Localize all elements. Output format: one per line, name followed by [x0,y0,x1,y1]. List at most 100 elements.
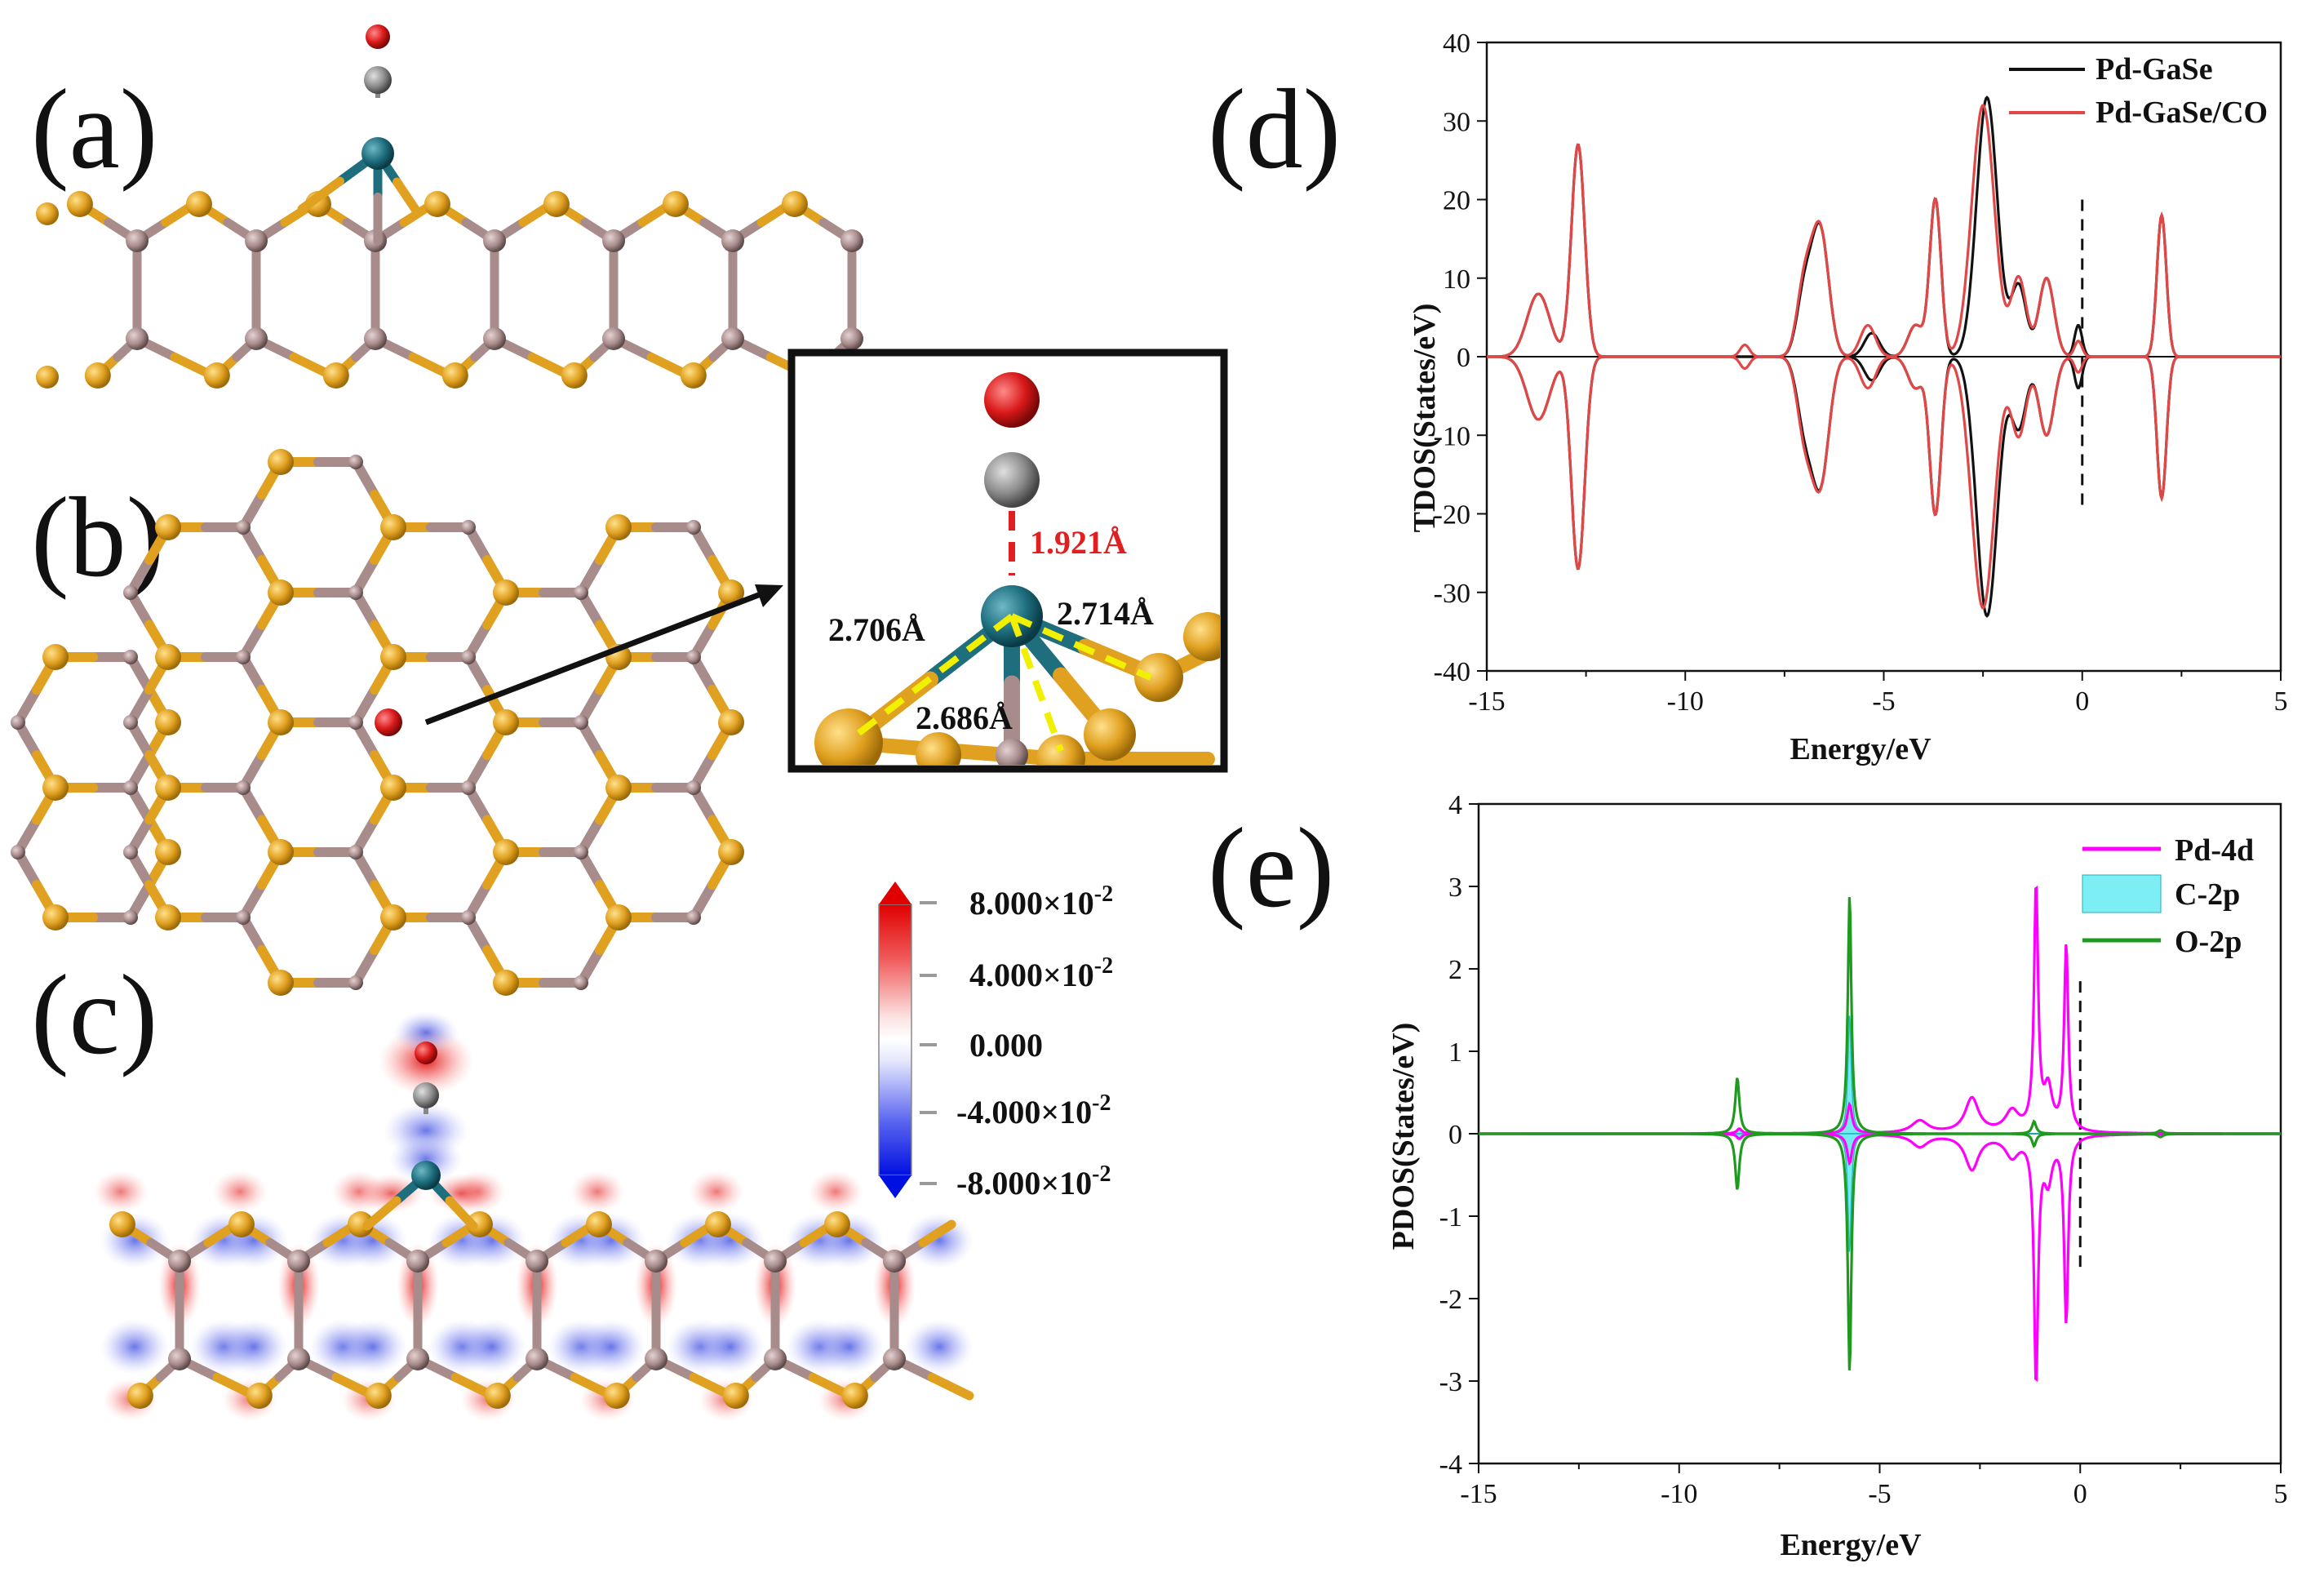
se-atom [493,580,519,606]
panel-label-b: (b) [31,474,164,601]
se-atom [680,362,707,389]
bond [362,1196,401,1231]
ga-atom [236,650,251,664]
charge-depletion [815,1319,884,1375]
ga-atom [996,739,1028,765]
se-atom [823,1211,850,1237]
ga-atom [126,229,149,252]
y-tick-label: -1 [1439,1202,1462,1232]
se-atom [322,362,349,389]
se-atom [185,191,212,217]
legend-label-o2p: O-2p [2175,925,2242,959]
se-atom [484,1383,511,1409]
ga-atom [483,327,506,350]
ga-atom [686,780,701,795]
y-tick-label: 3 [1448,873,1462,903]
se-atom [155,644,181,670]
se-atom [36,366,59,389]
series-pd-gase-co-spin-up [1487,104,2281,358]
ga-atom [721,229,744,252]
series-pd-4d-spin-down [1479,1132,2281,1383]
se-atom [380,514,406,540]
c-atom [984,452,1040,508]
charge-accumulation [428,1174,494,1213]
colorbar-upper: 4.000×10-2 [969,953,1113,993]
se-atom [718,839,744,865]
ga-atom [364,327,387,350]
y-tick-label: 1 [1448,1037,1462,1068]
ga-atom [123,780,138,795]
charge-depletion [577,1319,645,1375]
ga-atom [245,327,268,350]
inset-atoms [814,372,1220,765]
tdos-ylabel: TDOS(States/eV) [1408,304,1442,533]
se-atom [365,1383,392,1409]
se-atom [718,580,744,606]
ga-atom [123,910,138,925]
ga-atom [168,1250,191,1272]
legend-label-c2p: C-2p [2175,877,2240,912]
se-atom [493,970,519,996]
c-atom [413,1082,439,1108]
ga-atom [574,585,588,600]
se-atom [916,732,961,765]
y-tick-label: -20 [1434,500,1470,531]
ga-atom [883,1348,906,1370]
se-atom [543,191,570,217]
se-atom [126,1383,153,1409]
structure-top-view [11,449,744,996]
ga-atom [348,975,363,990]
tdos-legend: Pd-GaSe Pd-GaSe/CO [2009,52,2268,130]
y-tick-label: -3 [1439,1367,1462,1397]
ga-atom [123,715,138,730]
o-atom [366,24,390,49]
charge-density-difference [93,1011,974,1421]
panel-label-c: (c) [31,952,157,1078]
se-atom [1134,653,1183,702]
ga-atom [483,229,506,252]
x-tick-label: -10 [1667,686,1704,717]
ga-atom [348,585,363,600]
se-atom [155,775,181,801]
se-atom [268,580,294,606]
y-tick-label: -2 [1439,1285,1462,1315]
colorbar-lower: -4.000×10-2 [956,1090,1111,1130]
c-atom [364,66,392,94]
ga-atom [840,327,863,350]
charge-depletion [389,1135,463,1184]
se-atom [814,708,883,765]
pdos-legend: Pd-4d C-2p O-2p [2082,833,2254,959]
panel-label-a: (a) [31,66,157,193]
x-tick-label: -15 [1460,1479,1497,1509]
colorbar-mid: 0.000 [969,1027,1043,1064]
se-atom [605,775,632,801]
x-tick-label: -10 [1661,1479,1697,1509]
se-atom [722,1383,749,1409]
ga-atom [11,715,25,730]
ga-atom [348,715,363,730]
y-tick-label: 0 [1448,1120,1462,1150]
se-atom [466,1211,493,1237]
se-atom [246,1383,273,1409]
ga-atom [348,455,363,469]
charge-accumulation [808,1170,863,1213]
ga-atom [721,327,744,350]
se-atom [203,362,230,389]
ga-atom [348,845,363,859]
colorbar-max: 8.000×10-2 [969,882,1113,922]
charge-accumulation [359,1174,424,1213]
bond-pd-se2-dash [1010,613,1152,681]
colorbar-min: -8.000×10-2 [956,1161,1111,1201]
bond-label-pd-se2: 2.714Å [1057,595,1154,632]
pdos-ylabel: PDOS(States/eV) [1386,1023,1421,1250]
se-atom [155,709,181,735]
se-atom [441,362,468,389]
ga-atom [245,229,268,252]
se-atom [585,1211,612,1237]
charge-accumulation [212,1170,268,1213]
ga-atom [406,1250,429,1272]
ga-atom [645,1250,667,1272]
ga-atom [11,845,25,859]
series-c-2p-spin-up [1479,1015,2281,1135]
